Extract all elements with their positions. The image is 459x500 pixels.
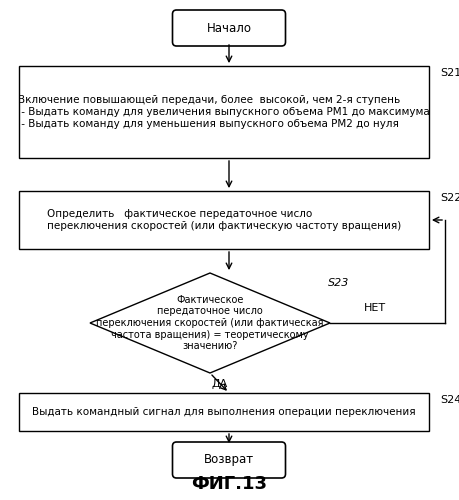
Text: Выдать командный сигнал для выполнения операции переключения: Выдать командный сигнал для выполнения о… — [32, 407, 416, 417]
Text: Фактическое
передаточное число
переключения скоростей (или фактическая
частота в: Фактическое передаточное число переключе… — [96, 295, 324, 351]
FancyBboxPatch shape — [173, 10, 285, 46]
Text: S24: S24 — [440, 395, 459, 405]
Text: ДА: ДА — [212, 379, 228, 389]
Bar — [19, 66, 429, 158]
Text: Начало: Начало — [207, 22, 252, 35]
Bar — [19, 393, 429, 431]
Text: S21: S21 — [440, 68, 459, 78]
Text: S22: S22 — [440, 193, 459, 203]
FancyBboxPatch shape — [173, 442, 285, 478]
Bar — [19, 191, 429, 249]
Polygon shape — [90, 273, 330, 373]
Text: Определить   фактическое передаточное число
переключения скоростей (или фактичес: Определить фактическое передаточное числ… — [47, 209, 401, 231]
Text: S23: S23 — [328, 278, 349, 288]
Text: Включение повышающей передачи, более  высокой, чем 2-я ступень
 - Выдать команду: Включение повышающей передачи, более выс… — [18, 96, 430, 128]
Text: НЕТ: НЕТ — [364, 303, 386, 313]
Text: Возврат: Возврат — [204, 454, 254, 466]
Text: ФИГ.13: ФИГ.13 — [191, 475, 267, 493]
